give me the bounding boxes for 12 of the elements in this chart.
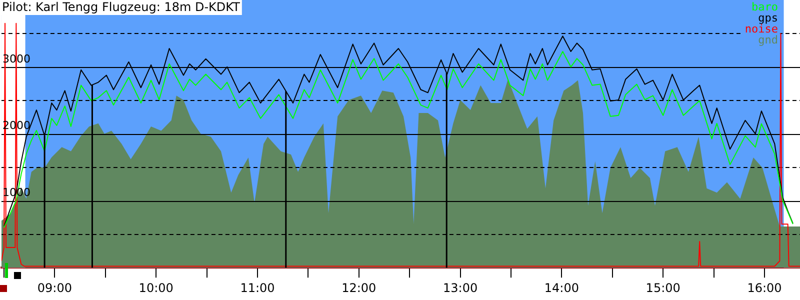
x-tick-label: 11:00	[240, 280, 275, 295]
text: gnd	[758, 33, 778, 46]
chart-title: Pilot: Karl Tengg Flugzeug: 18m D-KDKT	[2, 0, 241, 14]
x-tick-label: 14:00	[544, 280, 580, 295]
text: gps	[758, 11, 778, 24]
x-tick-label: 16:00	[747, 280, 782, 295]
x-tick-label: 15:00	[646, 280, 680, 295]
text: baro	[752, 0, 778, 14]
x-tick-label: 09:00	[37, 280, 72, 295]
x-tick-label: 10:00	[138, 280, 174, 295]
x-tick-label: 12:00	[342, 280, 376, 295]
x-tick-label: 13:00	[443, 280, 478, 295]
